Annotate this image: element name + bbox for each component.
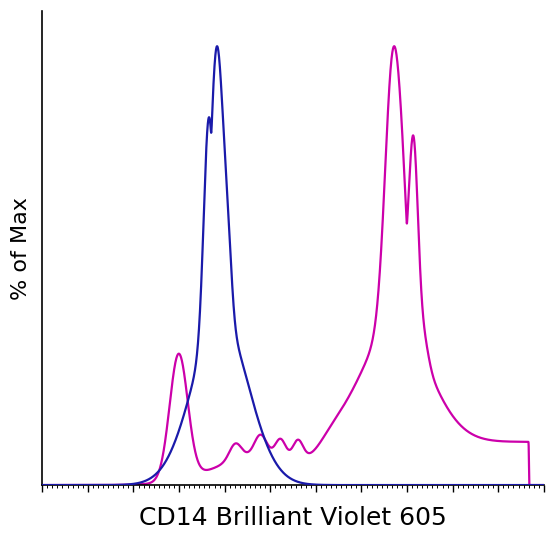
X-axis label: CD14 Brilliant Violet 605: CD14 Brilliant Violet 605 — [139, 506, 447, 530]
Y-axis label: % of Max: % of Max — [11, 196, 31, 300]
